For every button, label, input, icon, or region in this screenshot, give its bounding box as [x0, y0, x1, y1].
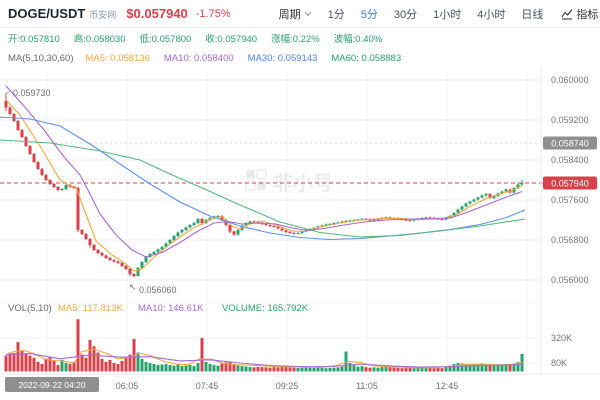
period-selector: 周期 1分 5分 30分 1小时 4小时 日线 [279, 6, 544, 22]
close-value: 收:0.057940 [205, 34, 258, 45]
kline-chart-svg[interactable]: 非小号 0.0600000.0592000.0584000.0576000.05… [0, 68, 600, 400]
svg-text:80K: 80K [551, 358, 567, 368]
indicator-button[interactable]: 指标 [561, 6, 598, 22]
ma30-value: MA30: 0.059143 [247, 52, 318, 64]
change-value: 涨幅:0.22% [271, 34, 320, 45]
svg-text:12:45: 12:45 [436, 381, 459, 391]
svg-text:07:45: 07:45 [196, 381, 219, 391]
reference-price-badge: 0.058740 [543, 136, 597, 150]
first-bar-time-badge: 2022-09-22 04:20 [5, 377, 99, 392]
svg-text:0.056000: 0.056000 [551, 275, 589, 285]
exchange-label: 币安网 [89, 10, 117, 20]
volume-layer [4, 319, 524, 372]
high-annotation-label: 0.059730 [13, 88, 51, 98]
vol-group-label: VOL(5,10) [8, 303, 52, 314]
low-annotation-label: 0.056060 [139, 285, 177, 295]
period-tab-30m[interactable]: 30分 [393, 8, 418, 21]
ohlc-row: 开:0.057810 高:0.058030 低:0.057800 收:0.057… [0, 28, 600, 48]
toolbar: 指标 设置 保存 [543, 6, 600, 22]
grid-layer [0, 72, 543, 374]
amplitude-value: 波幅:0.40% [333, 34, 383, 45]
svg-text:0.056800: 0.056800 [551, 235, 589, 245]
period-tab-1d[interactable]: 日线 [521, 8, 544, 21]
chevron-down-icon [304, 11, 312, 16]
ma-lines-layer [0, 85, 526, 369]
svg-text:320K: 320K [551, 333, 572, 343]
kline-chart[interactable]: 非小号 0.060000 0.059200 0.058400 0.057600 0.05… [0, 68, 600, 400]
svg-text:2022-09-22 04:20: 2022-09-22 04:20 [18, 380, 85, 390]
low-value: 低:0.057800 [139, 34, 192, 45]
vol-ma10-value: MA10: 146.61K [138, 303, 204, 314]
svg-text:0.060000: 0.060000 [551, 75, 589, 85]
svg-text:11:05: 11:05 [356, 381, 378, 391]
ma-indicator-row: MA(5,10,30,60) MA5: 0.058136 MA10: 0.058… [0, 48, 600, 68]
last-price-badge: 0.057940 [543, 176, 597, 190]
indicator-button-label: 指标 [576, 8, 599, 21]
open-value: 开:0.057810 [8, 34, 60, 45]
symbol-title: DOGE/USDT [8, 6, 86, 21]
period-tab-5m[interactable]: 5分 [360, 8, 378, 21]
period-tab-1h[interactable]: 1小时 [433, 8, 462, 21]
last-price-text: $0.057940 [126, 6, 188, 21]
svg-text:0.059200: 0.059200 [551, 115, 589, 125]
ma5-value: MA5: 0.058136 [85, 52, 150, 64]
svg-text:06:05: 06:05 [116, 381, 139, 391]
header-bar: DOGE/USDT 币安网 $0.057940 -1.75% 周期 1分 5分 … [0, 0, 600, 28]
period-tab-1m[interactable]: 1分 [327, 8, 345, 21]
high-annotation: 0.059730 [5, 88, 51, 98]
svg-text:0.057940: 0.057940 [551, 179, 589, 189]
axis-labels-layer: 0.060000 0.059200 0.058400 0.057600 0.056800… [116, 75, 589, 391]
change-percent-text: -1.75% [195, 7, 231, 20]
ma60-value: MA60: 0.058883 [331, 52, 402, 64]
vol-ma5-value: MA5: 117.813K [58, 303, 123, 314]
low-annotation: ↖ 0.056060 [129, 282, 177, 295]
indicator-icon [561, 8, 573, 20]
vol-indicator-row: VOL(5,10) MA5: 117.813K MA10: 146.61K VO… [8, 303, 309, 314]
svg-text:0.057600: 0.057600 [551, 195, 589, 205]
svg-text:09:25: 09:25 [276, 381, 299, 391]
ma10-value: MA10: 0.058400 [163, 52, 234, 64]
period-dropdown[interactable]: 周期 [279, 6, 312, 22]
svg-text:0.058740: 0.058740 [551, 139, 589, 149]
vol-volume-value: VOLUME: 165.792K [222, 303, 309, 314]
high-value: 高:0.058030 [73, 34, 126, 45]
period-tab-4h[interactable]: 4小时 [477, 8, 506, 21]
period-dropdown-label: 周期 [278, 8, 301, 21]
ma-group-label: MA(5,10,30,60) [8, 52, 74, 64]
svg-text:0.058400: 0.058400 [551, 155, 589, 165]
low-annotation-arrow-icon: ↖ [129, 282, 137, 292]
